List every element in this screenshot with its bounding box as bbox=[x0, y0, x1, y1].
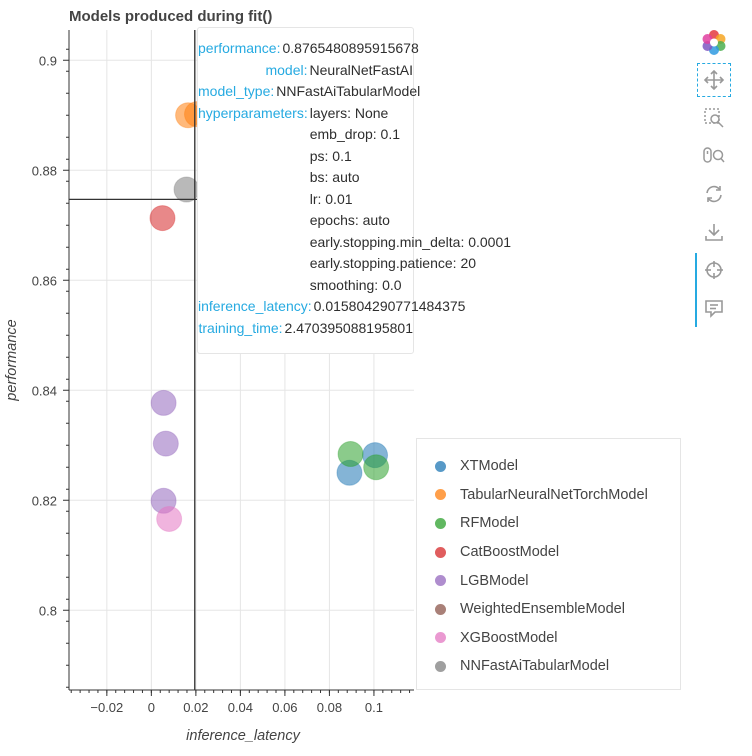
legend-label: XGBoostModel bbox=[460, 629, 558, 646]
y-tick-label: 0.86 bbox=[32, 273, 57, 288]
tooltip-inference-latency: 0.015804290771484375 bbox=[313, 298, 466, 314]
x-tick-label: 0.08 bbox=[317, 700, 342, 715]
legend-item[interactable]: TabularNeuralNetTorchModel bbox=[417, 481, 680, 510]
hyperparameter-line: layers: None bbox=[309, 104, 389, 121]
legend[interactable]: XTModel TabularNeuralNetTorchModel RFModel… bbox=[416, 438, 681, 690]
legend-swatch bbox=[435, 489, 446, 501]
tooltip-key: model: bbox=[265, 61, 308, 78]
x-tick-label: 0 bbox=[148, 700, 155, 715]
legend-label: NNFastAiTabularModel bbox=[460, 658, 610, 675]
x-tick-label: 0.04 bbox=[228, 700, 253, 715]
y-tick-label: 0.9 bbox=[39, 53, 57, 68]
y-tick-label: 0.84 bbox=[32, 383, 57, 398]
tooltip-training-time: 2.470395088195801 bbox=[284, 319, 413, 336]
legend-label: XTModel bbox=[460, 458, 519, 475]
legend-swatch bbox=[435, 460, 446, 472]
wheel-zoom-icon[interactable] bbox=[697, 139, 731, 173]
tooltip-model: NeuralNetFastAI bbox=[309, 61, 413, 78]
tooltip-key: model_type: bbox=[198, 83, 275, 99]
x-tick-label: 0.1 bbox=[365, 700, 383, 715]
legend-swatch bbox=[435, 575, 446, 587]
legend-item[interactable]: CatBoostModel bbox=[417, 538, 680, 567]
tooltip-key: hyperparameters: bbox=[198, 104, 308, 121]
tooltip-model-type: NNFastAiTabularModel bbox=[276, 83, 421, 99]
hyperparameter-line: lr: 0.01 bbox=[309, 190, 353, 207]
legend-label: WeightedEnsembleModel bbox=[460, 601, 625, 618]
legend-label: RFModel bbox=[460, 515, 519, 532]
legend-swatch bbox=[435, 632, 446, 644]
save-icon[interactable] bbox=[697, 215, 731, 249]
tooltip-key: training_time: bbox=[198, 319, 283, 336]
legend-label: CatBoostModel bbox=[460, 544, 560, 561]
y-tick-label: 0.82 bbox=[32, 493, 57, 508]
tooltip-key: inference_latency: bbox=[198, 298, 312, 314]
pan-icon[interactable] bbox=[697, 63, 731, 97]
legend-swatch bbox=[435, 517, 446, 529]
reset-icon[interactable] bbox=[697, 177, 731, 211]
legend-item[interactable]: XTModel bbox=[417, 452, 680, 481]
point-rfmodel bbox=[337, 441, 364, 468]
hyperparameter-line: emb_drop: 0.1 bbox=[309, 126, 401, 142]
hyperparameter-line: bs: auto bbox=[309, 169, 360, 185]
legend-item[interactable]: WeightedEnsembleModel bbox=[417, 595, 680, 624]
bokeh-logo-icon[interactable] bbox=[697, 25, 731, 59]
box-zoom-icon[interactable] bbox=[697, 101, 731, 135]
x-tick-label: 0.06 bbox=[272, 700, 297, 715]
active-tool-indicator bbox=[695, 253, 697, 327]
point-catboostmodel bbox=[149, 205, 176, 232]
hyperparameter-line: ps: 0.1 bbox=[309, 147, 352, 164]
tooltip-key: performance: bbox=[198, 40, 281, 56]
crosshair-icon[interactable] bbox=[697, 253, 731, 287]
legend-swatch bbox=[435, 603, 446, 615]
point-lgbmodel bbox=[150, 389, 177, 416]
legend-item[interactable]: RFModel bbox=[417, 509, 680, 538]
legend-swatch bbox=[435, 660, 446, 672]
x-tick-label: −0.02 bbox=[90, 700, 123, 715]
hyperparameter-line: early.stopping.patience: 20 bbox=[309, 255, 477, 271]
point-lgbmodel bbox=[152, 430, 179, 457]
y-tick-label: 0.8 bbox=[39, 603, 57, 618]
point-xgboostmodel bbox=[156, 505, 183, 532]
hover-icon[interactable] bbox=[697, 291, 731, 325]
y-tick-label: 0.88 bbox=[32, 163, 57, 178]
legend-swatch bbox=[435, 546, 446, 558]
hyperparameter-line: epochs: auto bbox=[309, 212, 390, 228]
x-axis-label: inference_latency bbox=[186, 728, 300, 744]
legend-item[interactable]: XGBoostModel bbox=[417, 624, 680, 653]
hyperparameter-line: early.stopping.min_delta: 0.0001 bbox=[309, 233, 512, 250]
tooltip-performance: 0.8765480895915678 bbox=[282, 40, 419, 56]
axes: −0.02 0 0.02 0.04 0.06 0.08 0.1 0.8 0.82 0.84 0.86… bbox=[32, 30, 414, 715]
y-axis-label: performance bbox=[4, 319, 20, 401]
legend-label: TabularNeuralNetTorchModel bbox=[460, 486, 648, 503]
legend-label: LGBModel bbox=[460, 572, 529, 589]
chart-title: Models produced during fit() bbox=[69, 8, 272, 25]
legend-item[interactable]: LGBModel bbox=[417, 566, 680, 595]
x-tick-label: 0.02 bbox=[183, 700, 208, 715]
tooltip-hyperparameters: layers: None emb_drop: 0.1 ps: 0.1 bs: a… bbox=[310, 103, 511, 297]
hover-tooltip: performance: 0.8765480895915678 model: Neu… bbox=[197, 27, 511, 354]
point-rfmodel bbox=[363, 454, 390, 481]
legend-item[interactable]: NNFastAiTabularModel bbox=[417, 652, 680, 681]
hyperparameter-line: smoothing: 0.0 bbox=[309, 276, 402, 293]
